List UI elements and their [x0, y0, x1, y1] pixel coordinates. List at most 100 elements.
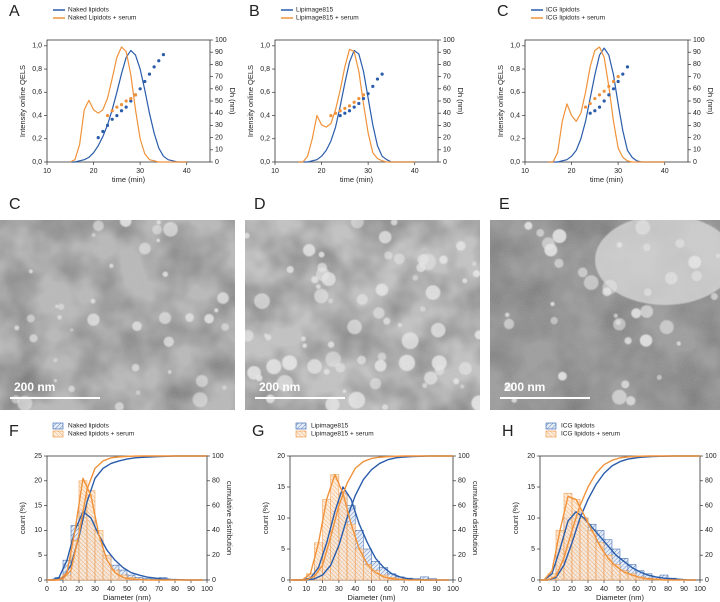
micrograph: 200 nm — [0, 220, 235, 410]
dh-point — [133, 93, 138, 97]
y-tick-label: 0,4 — [510, 112, 520, 119]
x-tick-label: 40 — [411, 168, 419, 175]
panel-label: C — [497, 3, 509, 20]
panel-label: H — [502, 423, 514, 440]
x-tick-label: 70 — [648, 586, 656, 593]
y2-tick-label: 70 — [443, 73, 451, 80]
plot-frame — [524, 39, 689, 163]
micrograph-grain — [0, 220, 235, 410]
chart-panel: F 0 10 20 30 40 50 60 70 80 90 100 0 5 10 15 20 25 0 20 40 60… — [9, 422, 234, 602]
y2-tick-label: 0 — [212, 577, 216, 584]
intensity-line — [548, 46, 665, 163]
x-tick-label: 20 — [75, 586, 83, 593]
x-tick-label: 30 — [584, 586, 592, 593]
x-tick-label: 90 — [187, 586, 195, 593]
y-tick-label: 0 — [38, 577, 42, 584]
y2-tick-label: 80 — [705, 478, 713, 485]
dh-point — [161, 53, 166, 57]
dh-point — [588, 111, 592, 115]
dh-point — [361, 96, 366, 101]
y2-tick-label: 80 — [212, 478, 220, 485]
y-tick-label: 0,0 — [260, 159, 270, 166]
y2-tick-label: 100 — [705, 453, 717, 460]
legend-swatch — [52, 430, 64, 438]
dh-point — [602, 99, 606, 103]
cumulative-curve — [47, 455, 207, 581]
x-tick-label: 10 — [521, 168, 529, 175]
legend-swatch — [545, 430, 557, 438]
x-tick-label: 90 — [433, 586, 441, 593]
scale-bar-label: 200 nm — [504, 380, 545, 394]
y2-tick-label: 100 — [215, 37, 227, 44]
dh-point — [338, 114, 342, 118]
fit-curve — [543, 511, 696, 581]
dh-point — [607, 84, 611, 88]
legend-label: Lipimage815 + serum — [296, 15, 359, 22]
legend-label: ICG lipidots — [561, 423, 595, 430]
dh-point — [611, 87, 616, 91]
y2-axis-title: Dh (nm) — [456, 87, 465, 115]
y-tick-label: 25 — [34, 453, 42, 460]
x-tick-label: 40 — [107, 586, 115, 593]
x-tick-label: 80 — [171, 586, 179, 593]
x-tick-label: 40 — [183, 168, 191, 175]
y2-tick-label: 20 — [212, 552, 220, 559]
histogram-bar — [579, 517, 589, 581]
micrograph-panel: C 200 nm — [0, 196, 235, 410]
intensity-line — [298, 49, 415, 163]
dh-point — [597, 105, 602, 109]
y2-tick-label: 20 — [443, 134, 451, 141]
chart-panel: H 0 10 20 30 40 50 60 70 80 90 100 0 5 10 15 20 0 20 40 60 80… — [502, 422, 720, 602]
y-tick-label: 1,0 — [260, 43, 270, 50]
x-axis-title: Diameter (nm) — [348, 593, 396, 602]
x-tick-label: 90 — [680, 586, 688, 593]
x-tick-label: 100 — [694, 586, 706, 593]
y2-tick-label: 20 — [458, 552, 466, 559]
legend-swatch — [295, 430, 307, 438]
legend-label: ICG lipidots + serum — [546, 15, 605, 22]
x-tick-label: 30 — [136, 168, 144, 175]
y-tick-label: 20 — [34, 478, 42, 485]
dh-point — [147, 72, 152, 76]
y2-tick-label: 30 — [693, 122, 701, 129]
chart-panel: B 10 20 30 40 0,0 0,2 0,4 0,6 0,8 1,0 0 10 20 30 40 50 60… — [246, 3, 465, 184]
dh-point — [115, 105, 119, 109]
chart-panel: A 10 20 30 40 0,0 0,2 0,4 0,6 0,8 1,0 0 10 20 30 40 50 60… — [9, 3, 237, 184]
dh-point — [361, 93, 366, 97]
cumulative-curve — [540, 455, 700, 581]
y2-tick-label: 0 — [458, 577, 462, 584]
dh-point — [343, 106, 347, 110]
x-tick-label: 10 — [59, 586, 67, 593]
y2-tick-label: 90 — [443, 49, 451, 56]
x-axis-title: Diameter (nm) — [103, 593, 151, 602]
y-tick-label: 0,4 — [32, 112, 42, 119]
dh-point — [607, 93, 611, 97]
x-tick-label: 10 — [552, 586, 560, 593]
dh-point — [593, 96, 597, 101]
y-tick-label: 0,6 — [260, 89, 270, 96]
y2-tick-label: 60 — [458, 502, 466, 509]
y-tick-label: 20 — [527, 453, 535, 460]
y2-tick-label: 10 — [693, 147, 701, 154]
dh-point — [96, 136, 100, 140]
dh-point — [119, 103, 124, 107]
legend-swatch — [295, 422, 307, 430]
x-tick-label: 10 — [302, 586, 310, 593]
dh-point — [602, 89, 606, 93]
y-tick-label: 20 — [277, 453, 285, 460]
x-tick-label: 50 — [368, 586, 376, 593]
y-axis-title: Intensity online QELS — [496, 65, 505, 137]
dh-point — [124, 105, 128, 109]
x-tick-label: 20 — [318, 168, 326, 175]
y2-tick-label: 100 — [443, 37, 455, 44]
panel-label: F — [9, 423, 19, 440]
y2-tick-label: 30 — [215, 122, 223, 129]
y2-tick-label: 30 — [443, 122, 451, 129]
x-axis-title: Diameter (nm) — [596, 593, 644, 602]
legend-label: Lipimage815 — [296, 7, 334, 14]
dh-point — [101, 129, 105, 134]
y2-tick-label: 80 — [443, 61, 451, 68]
x-tick-label: 10 — [43, 168, 51, 175]
y-tick-label: 15 — [277, 484, 285, 491]
y-axis-title: Intensity online QELS — [246, 65, 255, 137]
